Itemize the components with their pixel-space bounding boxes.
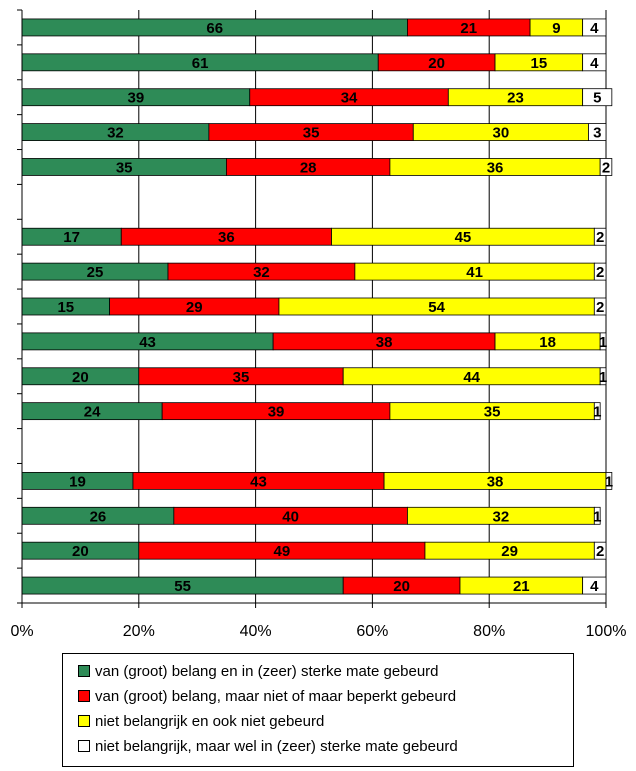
bar-value-label: 34 <box>341 90 358 107</box>
bar-segment <box>582 53 607 72</box>
bar-value-label: 1 <box>599 369 607 386</box>
legend-item-3: niet belangrijk en ook niet gebeurd <box>78 712 324 730</box>
bar-value-label: 18 <box>539 334 556 351</box>
bar-segment <box>593 506 601 525</box>
bar-value-label: 36 <box>218 229 235 246</box>
bar-value-label: 24 <box>84 404 101 421</box>
bar-value-label: 32 <box>253 264 270 281</box>
bar-value-label: 35 <box>233 369 250 386</box>
bar-value-label: 38 <box>376 334 393 351</box>
bar-value-label: 39 <box>128 90 145 107</box>
bar-value-label: 20 <box>428 55 445 72</box>
bar-value-label: 55 <box>174 578 191 595</box>
bar-value-label: 44 <box>463 369 480 386</box>
bar-value-label: 4 <box>590 20 599 37</box>
bar-value-label: 5 <box>593 90 601 107</box>
bar-segment <box>593 297 607 316</box>
legend-item-4: niet belangrijk, maar wel in (zeer) ster… <box>78 737 458 755</box>
bar-segment <box>588 123 607 141</box>
bar-segment <box>593 262 607 281</box>
x-tick-label: 80% <box>473 623 505 640</box>
legend-swatch-3 <box>78 715 90 727</box>
bar-segment <box>582 576 607 595</box>
bar-value-label: 38 <box>487 473 504 490</box>
bar-value-label: 35 <box>484 404 501 421</box>
bar-value-label: 66 <box>206 20 223 37</box>
bar-segment <box>582 88 613 107</box>
bar-value-label: 35 <box>116 159 133 176</box>
bar-value-label: 2 <box>596 299 604 316</box>
legend-label-1: van (groot) belang en in (zeer) sterke m… <box>95 662 439 680</box>
bar-value-label: 1 <box>599 334 607 351</box>
bar-value-label: 25 <box>87 264 104 281</box>
x-tick-label: 60% <box>356 623 388 640</box>
bar-value-label: 29 <box>186 299 203 316</box>
bar-value-label: 4 <box>590 578 599 595</box>
bar-value-label: 3 <box>593 125 601 142</box>
bar-value-label: 20 <box>393 578 410 595</box>
legend-label-3: niet belangrijk en ook niet gebeurd <box>95 712 325 730</box>
bar-value-label: 21 <box>513 578 530 595</box>
bar-value-label: 36 <box>487 159 504 176</box>
bar-value-label: 4 <box>590 55 599 72</box>
bar-value-label: 15 <box>57 299 74 316</box>
bar-value-label: 1 <box>605 473 613 490</box>
bar-value-label: 2 <box>596 543 604 560</box>
bar-segment <box>593 227 607 246</box>
bar-value-label: 20 <box>72 543 89 560</box>
bar-value-label: 9 <box>552 20 560 37</box>
bar-value-label: 2 <box>596 229 604 246</box>
bar-segment <box>605 472 613 490</box>
bar-segment <box>599 332 607 351</box>
bar-value-label: 23 <box>507 90 524 107</box>
legend-swatch-2 <box>78 690 90 702</box>
bar-value-label: 2 <box>602 159 610 176</box>
bar-value-label: 35 <box>303 125 320 142</box>
bar-value-label: 32 <box>493 508 510 525</box>
legend-item-1: van (groot) belang en in (zeer) sterke m… <box>78 662 439 680</box>
bar-value-label: 1 <box>593 508 601 525</box>
bar-segment <box>593 402 601 421</box>
bar-value-label: 41 <box>466 264 483 281</box>
bar-value-label: 26 <box>90 508 107 525</box>
bar-value-label: 2 <box>596 264 604 281</box>
bar-segment <box>599 367 607 386</box>
bar-value-label: 30 <box>493 125 510 142</box>
bar-value-label: 39 <box>268 404 285 421</box>
bar-value-label: 21 <box>460 20 477 37</box>
x-tick-label: 0% <box>10 623 33 640</box>
chart-legend: van (groot) belang en in (zeer) sterke m… <box>62 653 574 767</box>
x-tick-label: 100% <box>586 623 627 640</box>
bar-value-label: 45 <box>455 229 472 246</box>
bar-value-label: 54 <box>428 299 445 316</box>
legend-item-2: van (groot) belang, maar niet of maar be… <box>78 687 456 705</box>
bar-value-label: 19 <box>69 473 86 490</box>
bar-segment <box>593 541 607 560</box>
bar-value-label: 43 <box>139 334 156 351</box>
bar-value-label: 61 <box>192 55 209 72</box>
legend-label-2: van (groot) belang, maar niet of maar be… <box>95 687 457 705</box>
legend-swatch-1 <box>78 665 90 677</box>
bar-value-label: 29 <box>501 543 518 560</box>
bar-value-label: 32 <box>107 125 124 142</box>
bar-value-label: 17 <box>63 229 80 246</box>
legend-swatch-4 <box>78 740 90 752</box>
legend-label-4: niet belangrijk, maar wel in (zeer) ster… <box>95 737 458 755</box>
bar-value-label: 28 <box>300 159 317 176</box>
bar-value-label: 1 <box>593 404 601 421</box>
bar-segment <box>599 158 613 176</box>
bar-value-label: 43 <box>250 473 267 490</box>
bar-segment <box>582 18 607 37</box>
x-tick-label: 20% <box>123 623 155 640</box>
stacked-bar-chart: 66 21 9 461 20 15 439 34 23 532 35 30 335 28 36 217 36 45… <box>10 9 627 640</box>
bar-value-label: 40 <box>282 508 299 525</box>
x-tick-label: 40% <box>240 623 272 640</box>
bar-value-label: 15 <box>530 55 547 72</box>
bar-value-label: 20 <box>72 369 89 386</box>
bar-value-label: 49 <box>274 543 291 560</box>
